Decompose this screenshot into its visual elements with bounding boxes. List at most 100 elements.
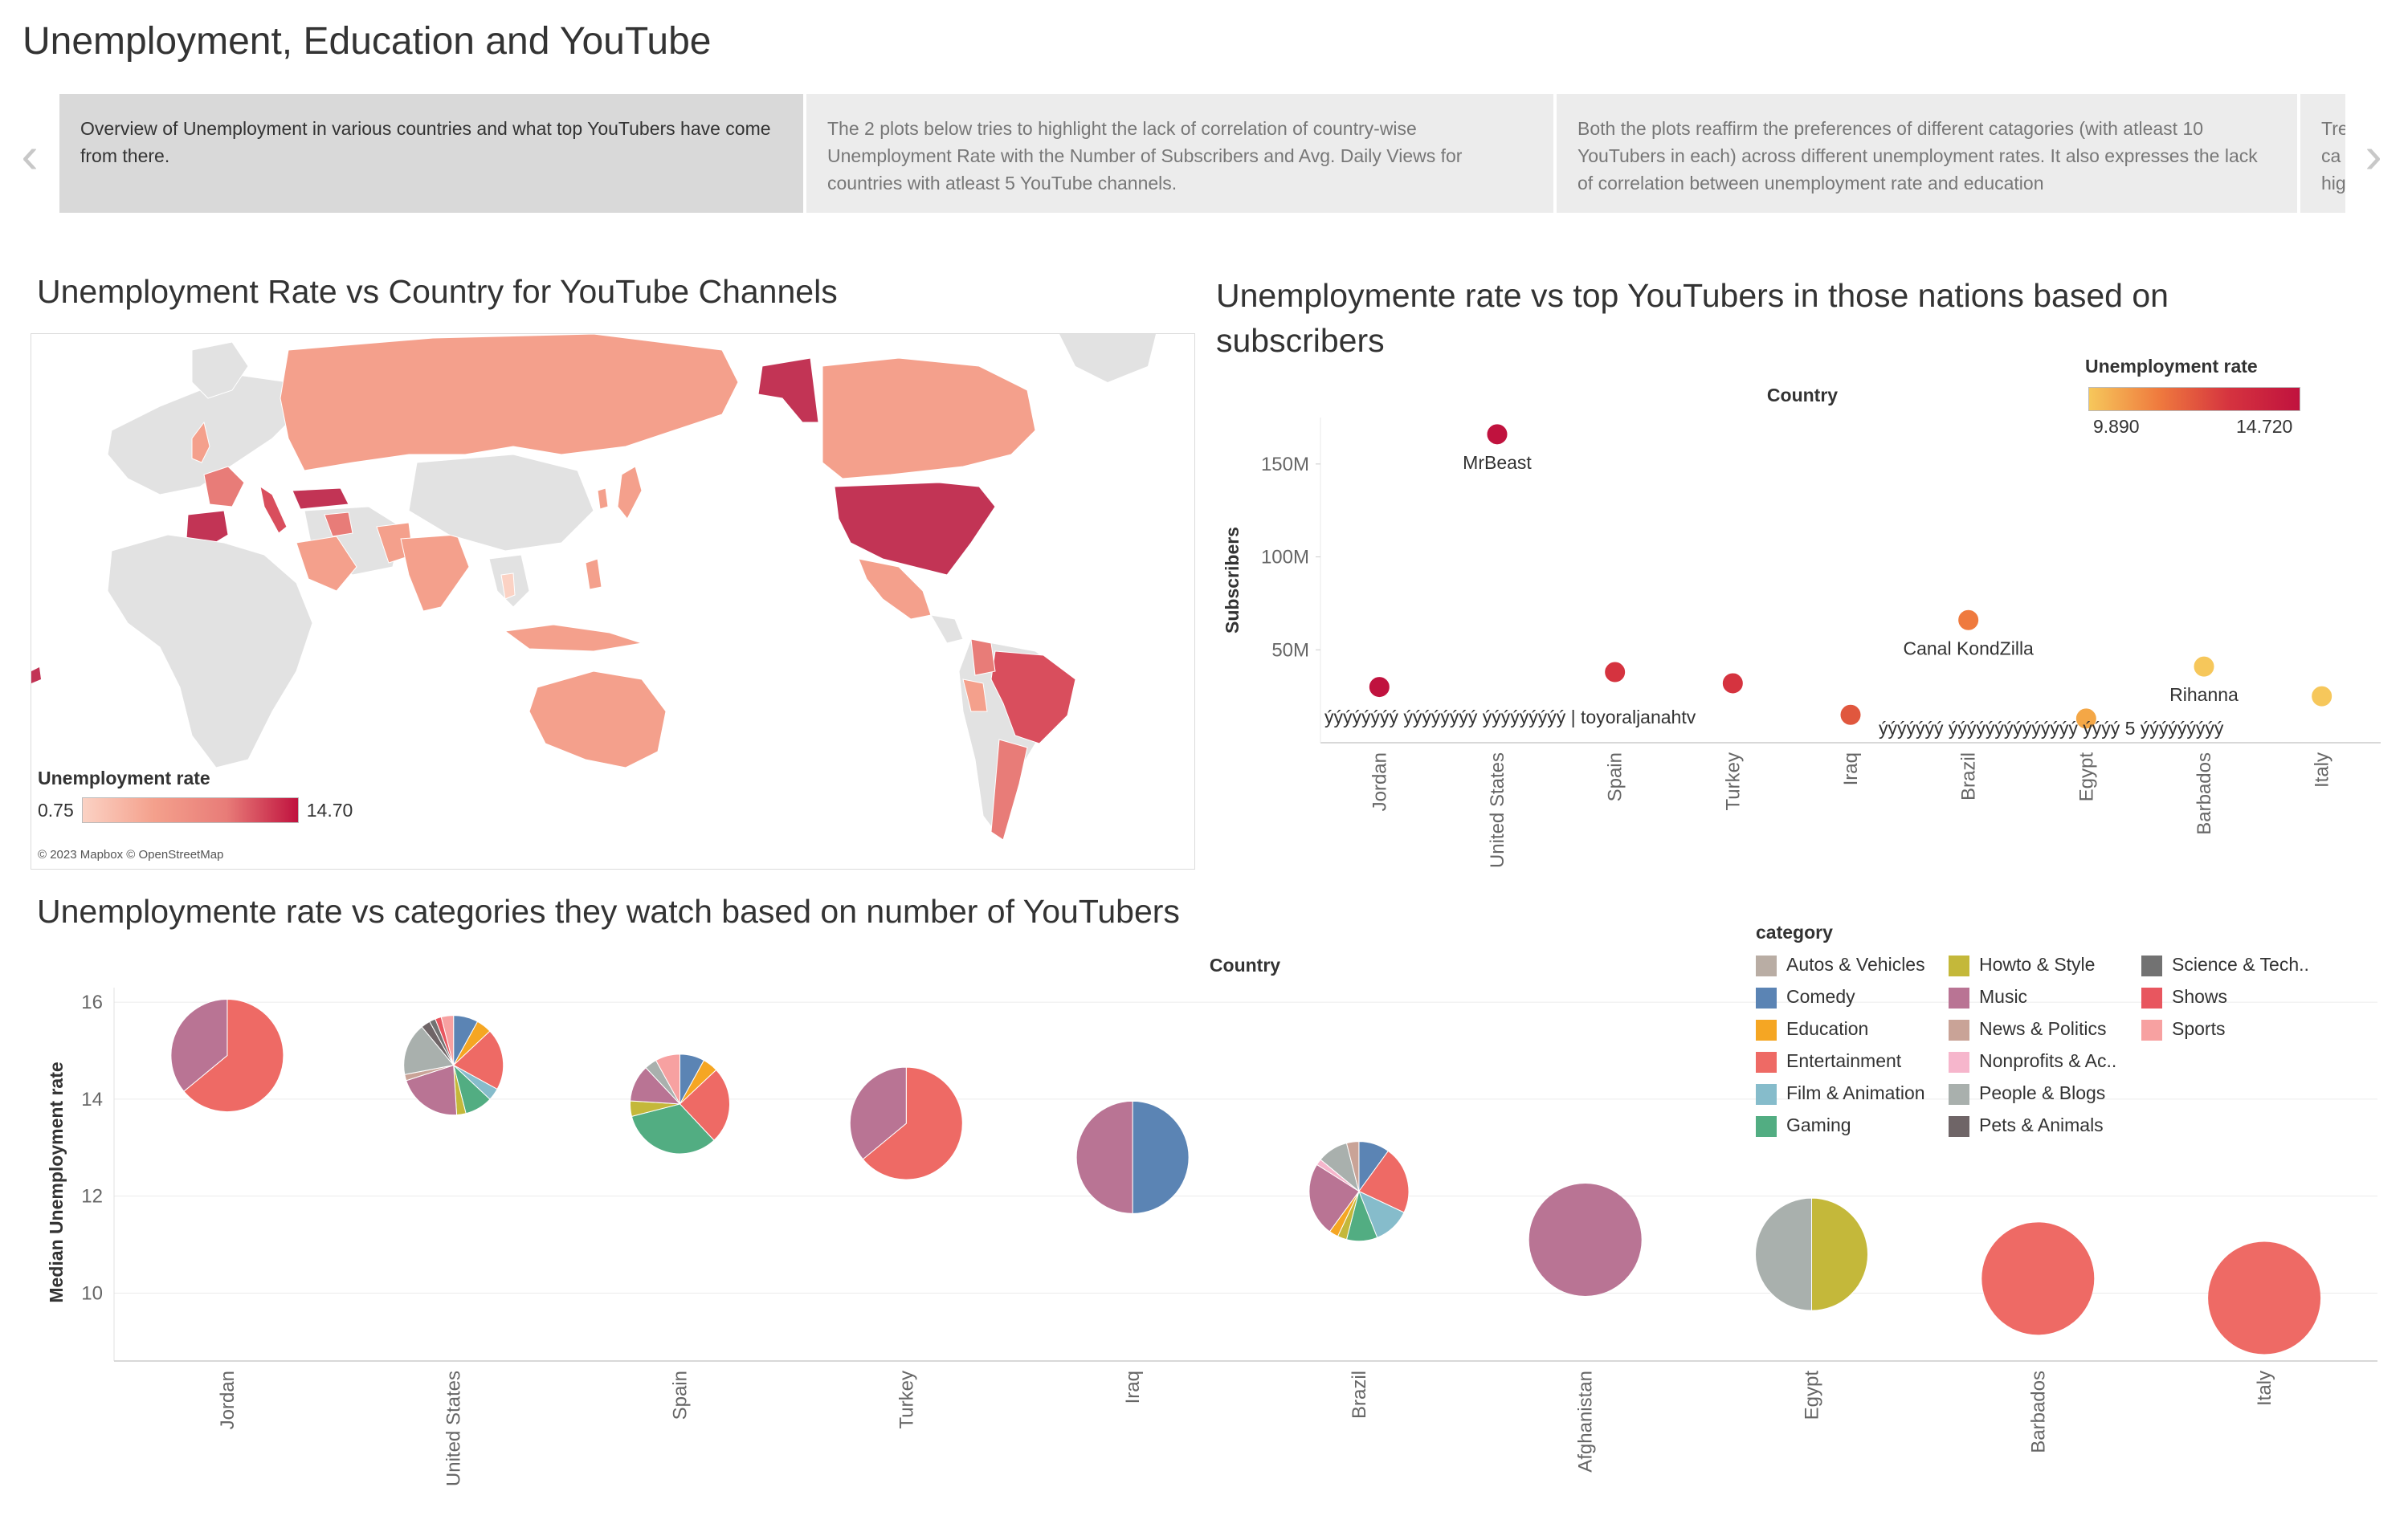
scatter-chart[interactable]: Country Subscribers 50M 100M 150M Jordan Unite… bbox=[1216, 369, 2397, 875]
category-legend-item[interactable]: Education bbox=[1756, 1013, 1868, 1045]
scatter-x-tick-label: Italy bbox=[2312, 752, 2333, 788]
category-label: Nonprofits & Ac.. bbox=[1979, 1050, 2117, 1071]
region-iraq bbox=[324, 511, 353, 537]
region-colombia bbox=[970, 638, 996, 676]
story-point-3[interactable]: Both the plots reaffirm the preferences … bbox=[1557, 94, 2297, 213]
region-west-island bbox=[31, 667, 41, 683]
category-legend-item[interactable]: Music bbox=[1949, 980, 2027, 1013]
region-brazil bbox=[990, 650, 1076, 744]
pie-slice bbox=[631, 1103, 715, 1155]
pie-slice bbox=[1755, 1197, 1812, 1311]
pie-x-tick-label: Afghanistan bbox=[1575, 1371, 1597, 1473]
chevron-left-icon: ‹ bbox=[21, 126, 39, 184]
pie-x-tick-label: Italy bbox=[2254, 1371, 2275, 1406]
category-label: Pets & Animals bbox=[1979, 1114, 2104, 1135]
region-mexico bbox=[858, 558, 932, 620]
pie-y-tick-label: 12 bbox=[81, 1186, 103, 1208]
story-prev-button[interactable]: ‹ bbox=[10, 129, 50, 181]
pie-slice bbox=[1308, 1163, 1360, 1233]
region-india bbox=[400, 534, 470, 612]
pie-slice bbox=[1345, 1141, 1360, 1192]
pie-slice bbox=[679, 1069, 730, 1141]
pie-chart[interactable]: Country Median Unemployment rate 10 12 14 16 J… bbox=[0, 939, 2408, 1502]
scatter-point-turkey bbox=[1721, 672, 1744, 695]
category-legend-item[interactable]: Pets & Animals bbox=[1949, 1109, 2104, 1141]
category-legend-item[interactable]: News & Politics bbox=[1949, 1013, 2106, 1045]
region-korea bbox=[597, 487, 609, 510]
pie-slice bbox=[1811, 1197, 1868, 1311]
category-legend-title: category bbox=[1756, 922, 1833, 943]
category-legend-item[interactable]: Film & Animation bbox=[1756, 1077, 1925, 1109]
category-legend-item[interactable]: Entertainment bbox=[1756, 1045, 1901, 1077]
category-label: Gaming bbox=[1786, 1114, 1851, 1135]
dashboard-title: Unemployment, Education and YouTube bbox=[22, 20, 712, 63]
category-swatch bbox=[1756, 955, 1777, 976]
story-navigator: ‹ Overview of Unemployment in various co… bbox=[0, 92, 2408, 214]
category-swatch bbox=[1756, 987, 1777, 1009]
category-legend-item[interactable]: People & Blogs bbox=[1949, 1077, 2105, 1109]
category-label: Howto & Style bbox=[1979, 954, 2096, 975]
region-china bbox=[408, 454, 594, 552]
story-point-text: Overview of Unemployment in various coun… bbox=[80, 118, 771, 166]
scatter-data-label: Canal KondZilla bbox=[1903, 638, 2034, 658]
pie-x-tick-label: Egypt bbox=[1802, 1371, 1823, 1420]
pie-x-tick-label: United States bbox=[443, 1371, 465, 1486]
category-legend-item[interactable]: Nonprofits & Ac.. bbox=[1949, 1045, 2116, 1077]
category-swatch bbox=[2141, 955, 2162, 976]
category-label: Autos & Vehicles bbox=[1786, 954, 1925, 975]
pie-slice bbox=[862, 1066, 963, 1180]
scatter-legend-title: Unemployment rate bbox=[2085, 356, 2258, 377]
world-map-svg bbox=[31, 334, 1156, 841]
scatter-point-spain bbox=[1604, 661, 1626, 683]
category-swatch bbox=[1756, 1083, 1777, 1105]
category-legend-item[interactable]: Howto & Style bbox=[1949, 948, 2095, 980]
category-legend-item[interactable]: Comedy bbox=[1756, 980, 1855, 1013]
category-legend-item[interactable]: Science & Tech.. bbox=[2141, 948, 2309, 980]
region-peru bbox=[962, 678, 988, 712]
story-point-2[interactable]: The 2 plots below tries to highlight the… bbox=[806, 94, 1553, 213]
map-legend-min: 0.75 bbox=[38, 799, 74, 821]
map-attribution[interactable]: © 2023 Mapbox © OpenStreetMap bbox=[38, 848, 224, 862]
scatter-x-tick-label: Turkey bbox=[1722, 752, 1744, 810]
story-point-4[interactable]: Tre ca hig bbox=[2300, 94, 2345, 213]
scatter-y-tick-label: 50M bbox=[1271, 639, 1309, 661]
pie-x-tick-label: Iraq bbox=[1122, 1371, 1144, 1404]
pie-iraq bbox=[1075, 1100, 1190, 1214]
region-australia bbox=[529, 670, 667, 768]
scatter-annotation: ýýýýýýýý ýýýýýýýý ýýýýýýýýý | toyoraljan… bbox=[1324, 707, 1696, 727]
map-legend-scale: 0.75 14.70 bbox=[38, 797, 353, 823]
category-legend-item[interactable]: Shows bbox=[2141, 980, 2227, 1013]
scatter-x-tick-label: Jordan bbox=[1369, 752, 1390, 811]
pie-turkey bbox=[849, 1066, 963, 1180]
scatter-data-label: Rihanna bbox=[2169, 684, 2239, 705]
story-point-text: The 2 plots below tries to highlight the… bbox=[827, 118, 1463, 194]
scatter-x-tick-label: United States bbox=[1487, 752, 1508, 868]
pie-slice bbox=[403, 1026, 455, 1075]
scatter-x-tick-label: Barbados bbox=[2194, 752, 2215, 835]
scatter-y-axis-title: Subscribers bbox=[1222, 527, 1243, 634]
pie-jordan bbox=[170, 999, 284, 1113]
scatter-y-tick-label: 150M bbox=[1261, 454, 1309, 475]
region-central-america bbox=[930, 614, 964, 644]
story-point-1[interactable]: Overview of Unemployment in various coun… bbox=[59, 94, 803, 213]
region-greenland bbox=[1059, 334, 1156, 382]
scatter-header: Country bbox=[1767, 385, 1838, 405]
story-next-button[interactable]: › bbox=[2353, 129, 2394, 181]
category-legend-item[interactable]: Gaming bbox=[1756, 1109, 1851, 1141]
category-legend-item[interactable]: Autos & Vehicles bbox=[1756, 948, 1925, 980]
category-legend-item[interactable]: Sports bbox=[2141, 1013, 2225, 1045]
unemployment-map[interactable]: Unemployment rate 0.75 14.70 © 2023 Mapb… bbox=[31, 333, 1195, 870]
scatter-legend-min: 9.890 bbox=[2093, 416, 2140, 437]
chevron-right-icon: › bbox=[2365, 126, 2382, 184]
scatter-data-label: MrBeast bbox=[1463, 452, 1532, 473]
category-swatch bbox=[1949, 955, 1969, 976]
category-legend-items: Autos & Vehicles Comedy Education Entertain… bbox=[1756, 948, 2366, 1141]
scatter-legend-gradient bbox=[2088, 387, 2300, 411]
category-label: Music bbox=[1979, 986, 2028, 1007]
pie-slice bbox=[1981, 1222, 2095, 1335]
scatter-annotation: ýýýýýýý ýýýýýýýýýýýýýý ýýýý 5 ýýýýýýýýý bbox=[1879, 718, 2224, 739]
category-swatch bbox=[1756, 1019, 1777, 1041]
scatter-point-brazil bbox=[1957, 609, 1980, 631]
pie-italy bbox=[2208, 1241, 2321, 1355]
region-canada bbox=[822, 357, 1036, 479]
